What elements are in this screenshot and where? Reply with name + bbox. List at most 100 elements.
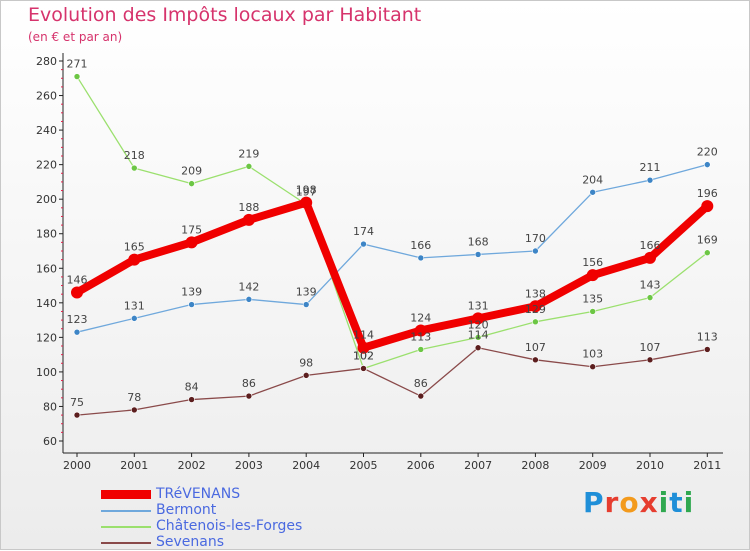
data-point xyxy=(245,163,253,170)
data-label: 188 xyxy=(238,201,259,214)
data-point xyxy=(73,73,81,80)
y-tick-label: 140 xyxy=(36,297,57,310)
series-line-1 xyxy=(76,163,708,333)
x-tick-label: 2000 xyxy=(63,459,91,472)
data-point xyxy=(188,180,195,187)
data-point xyxy=(188,301,195,308)
logo-letter: i xyxy=(658,486,670,519)
data-point xyxy=(532,247,539,255)
data-label: 175 xyxy=(181,223,202,236)
legend-label: Sevenans xyxy=(156,534,225,550)
data-label: 113 xyxy=(697,330,718,343)
y-tick-label: 200 xyxy=(36,193,57,206)
data-label: 166 xyxy=(410,239,431,252)
data-point xyxy=(586,269,599,282)
data-label: 143 xyxy=(640,279,661,292)
data-label: 196 xyxy=(697,187,718,200)
data-label: 131 xyxy=(468,299,489,312)
data-label: 86 xyxy=(242,377,256,390)
data-point xyxy=(300,196,313,209)
chart-data-points xyxy=(71,73,714,419)
logo-letter: o xyxy=(619,486,640,519)
data-label: 139 xyxy=(181,286,202,299)
data-point xyxy=(245,392,253,400)
legend-swatch xyxy=(101,510,151,512)
data-label: 113 xyxy=(410,330,431,343)
y-tick-label: 120 xyxy=(36,331,57,344)
data-label: 75 xyxy=(70,396,84,409)
data-point xyxy=(589,188,597,196)
data-point xyxy=(703,249,711,257)
data-label: 197 xyxy=(296,185,317,198)
x-tick-label: 2002 xyxy=(178,459,206,472)
x-tick-label: 2004 xyxy=(292,459,320,472)
y-tick-label: 240 xyxy=(36,124,57,137)
data-point xyxy=(245,296,253,303)
data-point xyxy=(414,324,427,337)
chart-axes: 60 80 100 120 140 160 180 200 220 240 260 280 2000 20… xyxy=(36,53,723,472)
data-point xyxy=(532,318,539,326)
data-label: 204 xyxy=(582,173,603,186)
data-label: 102 xyxy=(353,349,374,362)
data-label: 209 xyxy=(181,165,202,178)
data-label: 114 xyxy=(353,329,374,342)
data-label: 84 xyxy=(185,381,199,394)
legend-label: TRéVENANS xyxy=(156,486,241,502)
data-label: 107 xyxy=(525,341,546,354)
data-label: 165 xyxy=(124,241,145,254)
data-label: 138 xyxy=(525,287,546,300)
logo-letter: t xyxy=(669,486,684,519)
data-point xyxy=(644,251,656,264)
data-point xyxy=(71,286,83,299)
data-label: 139 xyxy=(296,286,317,299)
data-point xyxy=(532,356,539,364)
data-label: 103 xyxy=(582,348,603,361)
data-label: 135 xyxy=(582,292,603,305)
chart-title: Evolution des Impôts locaux par Habitant xyxy=(28,4,422,26)
data-label: 86 xyxy=(414,377,428,390)
data-point xyxy=(360,240,367,248)
data-point xyxy=(472,312,485,325)
data-point xyxy=(589,308,597,315)
data-label: 219 xyxy=(238,147,259,160)
data-point xyxy=(703,346,711,353)
x-tick-label: 2005 xyxy=(350,459,378,472)
data-point xyxy=(185,236,198,249)
legend-swatch xyxy=(101,526,151,528)
data-label: 131 xyxy=(124,299,145,312)
data-point xyxy=(529,300,542,313)
y-tick-label: 160 xyxy=(36,262,57,275)
chart-series-lines xyxy=(73,75,712,416)
data-point xyxy=(703,161,711,168)
data-label: 156 xyxy=(582,256,603,269)
data-label: 98 xyxy=(299,356,313,369)
data-label: 198 xyxy=(296,184,317,197)
x-tick-label: 2007 xyxy=(464,459,492,472)
data-point xyxy=(131,406,138,414)
series-line-3 xyxy=(76,347,708,416)
data-label: 102 xyxy=(353,349,374,362)
legend-swatch xyxy=(101,542,151,544)
y-tick-label: 220 xyxy=(36,159,57,172)
y-tick-label: 260 xyxy=(36,90,57,103)
x-tick-label: 2003 xyxy=(235,459,263,472)
x-tick-label: 2006 xyxy=(407,459,435,472)
data-point xyxy=(417,254,425,262)
data-label: 124 xyxy=(410,311,431,324)
data-label: 142 xyxy=(238,280,259,293)
proxiti-logo: Proxiti xyxy=(583,486,694,519)
data-point xyxy=(417,392,425,400)
data-label: 107 xyxy=(640,341,661,354)
logo-letter: r xyxy=(604,486,620,519)
data-point xyxy=(131,315,138,322)
data-point xyxy=(302,301,310,308)
data-point xyxy=(73,411,81,419)
data-label: 170 xyxy=(525,232,546,245)
x-tick-label: 2009 xyxy=(579,459,607,472)
data-point xyxy=(474,344,482,352)
x-tick-label: 2008 xyxy=(521,459,549,472)
logo-letter: x xyxy=(639,486,659,519)
data-point xyxy=(701,200,714,213)
